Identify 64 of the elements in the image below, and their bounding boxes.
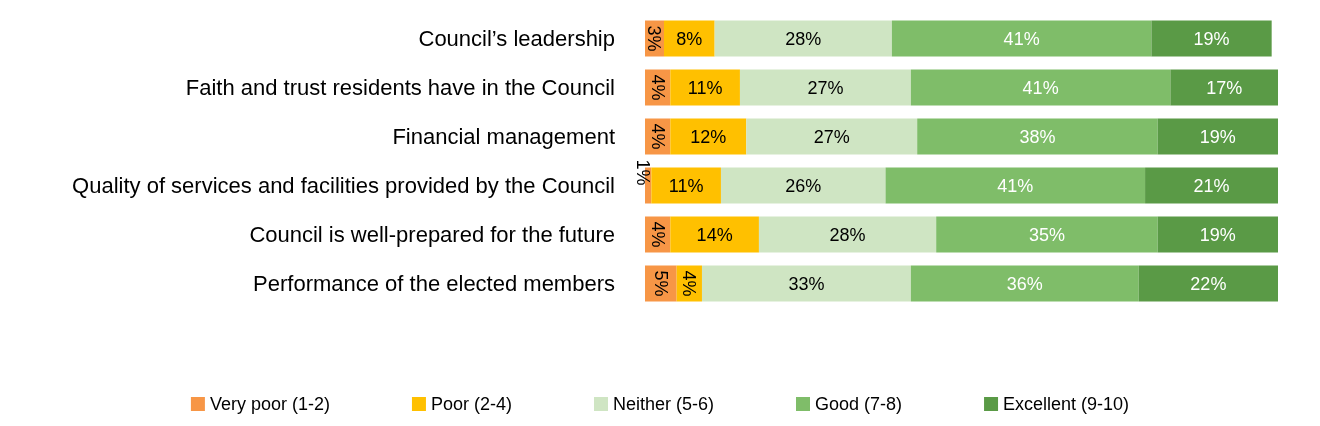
data-label: 19% [1193,28,1230,49]
data-label: 14% [696,224,733,245]
data-label: 17% [1206,77,1243,98]
bar [885,167,1146,204]
bar [670,69,740,106]
data-label: 8% [676,28,703,49]
data-label: 36% [1006,273,1043,294]
bar [1151,20,1272,57]
data-label: 41% [1003,28,1040,49]
data-label: 27% [807,77,844,98]
data-label: 22% [1190,273,1227,294]
bar [670,118,747,155]
legend-label: Neither (5-6) [612,394,715,414]
data-label: 11% [687,77,723,98]
y-tick-label: Council is well-prepared for the future [249,222,615,247]
bar [1157,216,1278,253]
bar [663,20,715,57]
y-tick-label: Performance of the elected members [253,271,615,296]
data-label: 28% [829,224,866,245]
bar [714,20,892,57]
data-label: 4% [647,74,668,101]
legend-label: Very poor (1-2) [209,394,330,414]
data-label: 38% [1019,126,1056,147]
data-label: 4% [679,270,700,297]
data-label: 12% [690,126,727,147]
bar [1157,118,1278,155]
data-label: 11% [668,175,704,196]
bar [917,118,1158,155]
bar [910,265,1139,302]
bar [701,265,911,302]
data-label: 19% [1199,126,1236,147]
data-label: 3% [644,25,665,52]
data-label: 41% [1022,77,1059,98]
data-label: 4% [647,221,668,248]
legend-label: Excellent (9-10) [1003,394,1130,414]
data-label: 41% [997,175,1034,196]
data-label: 35% [1028,224,1065,245]
bar [720,167,886,204]
bar [1145,167,1278,204]
bar [910,69,1171,106]
bar [651,167,721,204]
data-label: 19% [1199,224,1236,245]
data-label: 26% [785,175,822,196]
data-label: 5% [650,270,671,297]
data-label: 33% [788,273,825,294]
data-label: 1% [633,159,653,186]
bar [936,216,1158,253]
y-tick-label: Council’s leadership [418,26,615,51]
y-tick-label: Faith and trust residents have in the Council [185,75,615,100]
bar [670,216,759,253]
data-label: 28% [785,28,822,49]
legend-label: Poor (2-4) [430,394,512,414]
bar [746,118,918,155]
data-label: 27% [813,126,850,147]
bar [758,216,937,253]
bar [1138,265,1278,302]
bar [1170,69,1278,106]
bar [739,69,911,106]
legend-label: Good (7-8) [815,394,903,414]
data-label: 4% [647,123,668,150]
bar [891,20,1152,57]
y-tick-label: Financial management [392,124,615,149]
data-label: 21% [1193,175,1230,196]
y-tick-label: Quality of services and facilities provided by the Council [72,173,615,198]
